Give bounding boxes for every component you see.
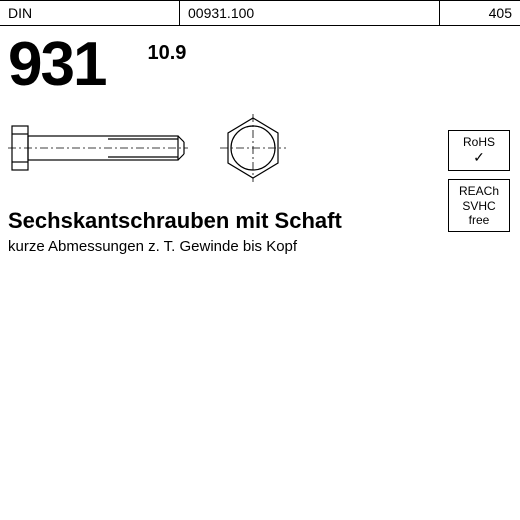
header-code-text: 00931.100 <box>188 5 254 21</box>
header-right-text: 405 <box>489 5 512 21</box>
strength-grade: 10.9 <box>147 42 186 65</box>
product-subtitle: kurze Abmessungen z. T. Gewinde bis Kopf <box>0 234 520 255</box>
header-standard: DIN <box>0 1 180 25</box>
header-code: 00931.100 <box>180 1 440 25</box>
reach-badge: REACh SVHC free <box>448 179 510 232</box>
compliance-badges: RoHS ✓ REACh SVHC free <box>448 130 510 232</box>
header-standard-text: DIN <box>8 5 32 21</box>
check-icon: ✓ <box>451 149 507 166</box>
reach-line2: SVHC <box>451 199 507 213</box>
technical-drawings <box>0 96 520 208</box>
reach-line3: free <box>451 213 507 227</box>
rohs-badge: RoHS ✓ <box>448 130 510 171</box>
bolt-hex-head-icon <box>218 112 288 184</box>
header-right: 405 <box>440 1 520 25</box>
reach-line1: REACh <box>451 184 507 198</box>
product-title: Sechskantschrauben mit Schaft <box>0 208 520 234</box>
standard-number: 931 <box>8 34 105 96</box>
header-row: DIN 00931.100 405 <box>0 0 520 26</box>
main-row: 931 10.9 <box>0 26 520 96</box>
bolt-side-view-icon <box>8 112 188 184</box>
rohs-label: RoHS <box>451 135 507 149</box>
